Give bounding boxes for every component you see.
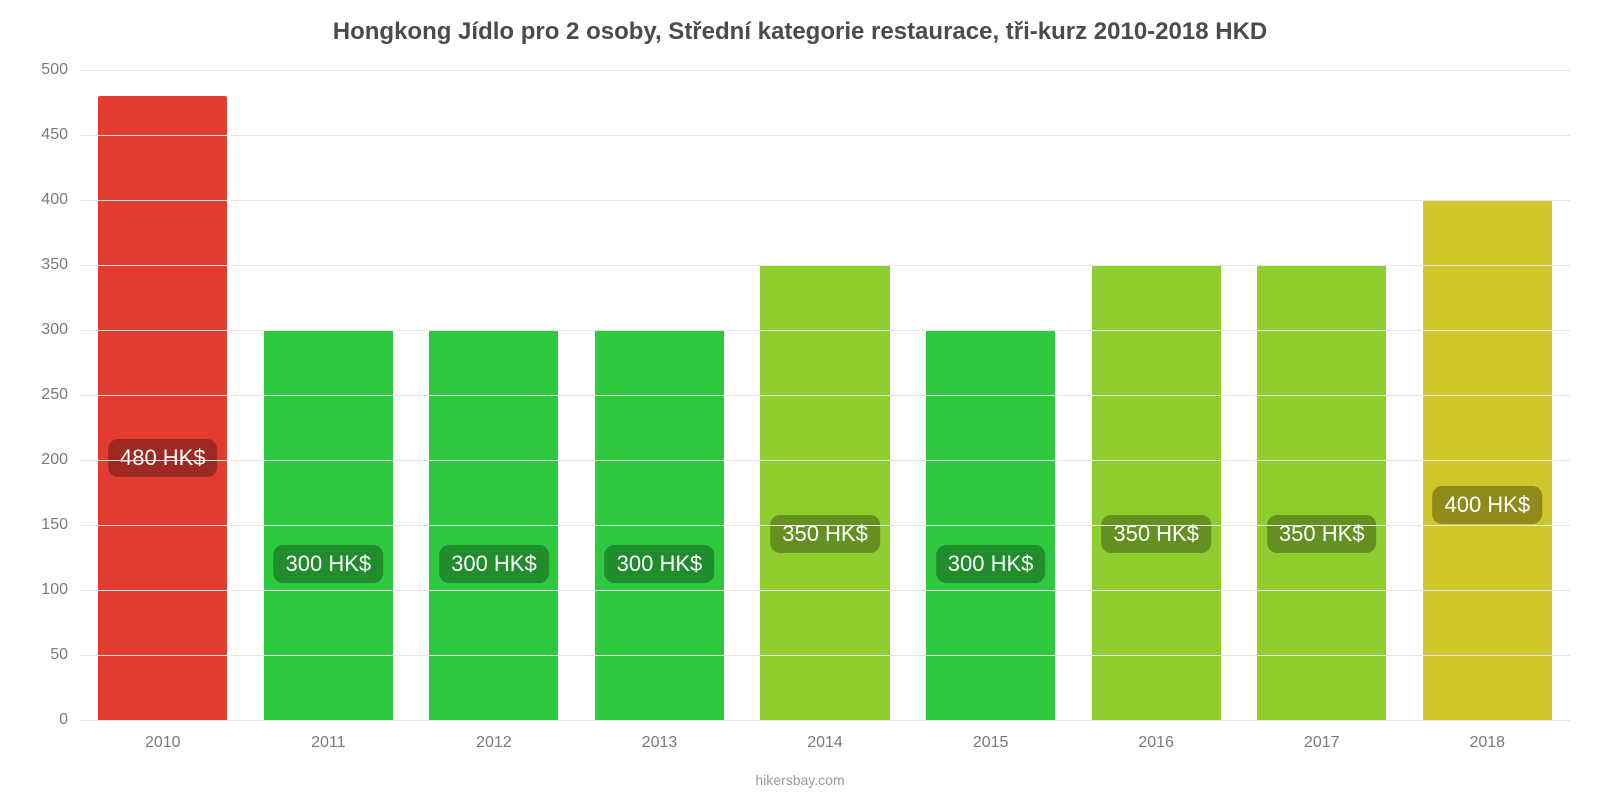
- grid-line: [80, 460, 1570, 461]
- grid-line: [80, 525, 1570, 526]
- y-axis-tick: 250: [41, 386, 80, 404]
- bar: 480 HK$: [98, 96, 227, 720]
- source-label: hikersbay.com: [0, 772, 1600, 788]
- bar-value-label: 300 HK$: [439, 545, 549, 583]
- plot-area: 480 HK$2010300 HK$2011300 HK$2012300 HK$…: [80, 70, 1570, 720]
- bar-value-label: 350 HK$: [1267, 515, 1377, 553]
- grid-line: [80, 265, 1570, 266]
- bar-value-label: 300 HK$: [936, 545, 1046, 583]
- chart-title: Hongkong Jídlo pro 2 osoby, Střední kate…: [0, 0, 1600, 46]
- bar-value-label: 350 HK$: [1101, 515, 1211, 553]
- x-axis-tick: 2017: [1304, 720, 1340, 752]
- y-axis-tick: 150: [41, 516, 80, 534]
- grid-line: [80, 330, 1570, 331]
- bar-value-label: 350 HK$: [770, 515, 880, 553]
- y-axis-tick: 450: [41, 126, 80, 144]
- bar-value-label: 300 HK$: [605, 545, 715, 583]
- x-axis-tick: 2018: [1469, 720, 1505, 752]
- y-axis-tick: 500: [41, 61, 80, 79]
- grid-line: [80, 135, 1570, 136]
- x-axis-tick: 2010: [145, 720, 181, 752]
- x-axis-tick: 2014: [807, 720, 843, 752]
- grid-line: [80, 200, 1570, 201]
- bar-value-label: 400 HK$: [1432, 486, 1542, 524]
- x-axis-tick: 2011: [311, 720, 345, 752]
- bar: 350 HK$: [1092, 265, 1221, 720]
- y-axis-tick: 100: [41, 581, 80, 599]
- y-axis-tick: 400: [41, 191, 80, 209]
- grid-line: [80, 655, 1570, 656]
- y-axis-tick: 50: [50, 646, 80, 664]
- x-axis-tick: 2013: [642, 720, 678, 752]
- bar: 350 HK$: [760, 265, 889, 720]
- grid-line: [80, 395, 1570, 396]
- grid-line: [80, 720, 1570, 721]
- x-axis-tick: 2016: [1138, 720, 1174, 752]
- bar-value-label: 300 HK$: [274, 545, 384, 583]
- y-axis-tick: 200: [41, 451, 80, 469]
- y-axis-tick: 300: [41, 321, 80, 339]
- x-axis-tick: 2015: [973, 720, 1009, 752]
- bar-value-label: 480 HK$: [108, 439, 218, 477]
- bar: 350 HK$: [1257, 265, 1386, 720]
- grid-line: [80, 590, 1570, 591]
- x-axis-tick: 2012: [476, 720, 512, 752]
- y-axis-tick: 350: [41, 256, 80, 274]
- grid-line: [80, 70, 1570, 71]
- y-axis-tick: 0: [59, 711, 80, 729]
- chart-container: Hongkong Jídlo pro 2 osoby, Střední kate…: [0, 0, 1600, 800]
